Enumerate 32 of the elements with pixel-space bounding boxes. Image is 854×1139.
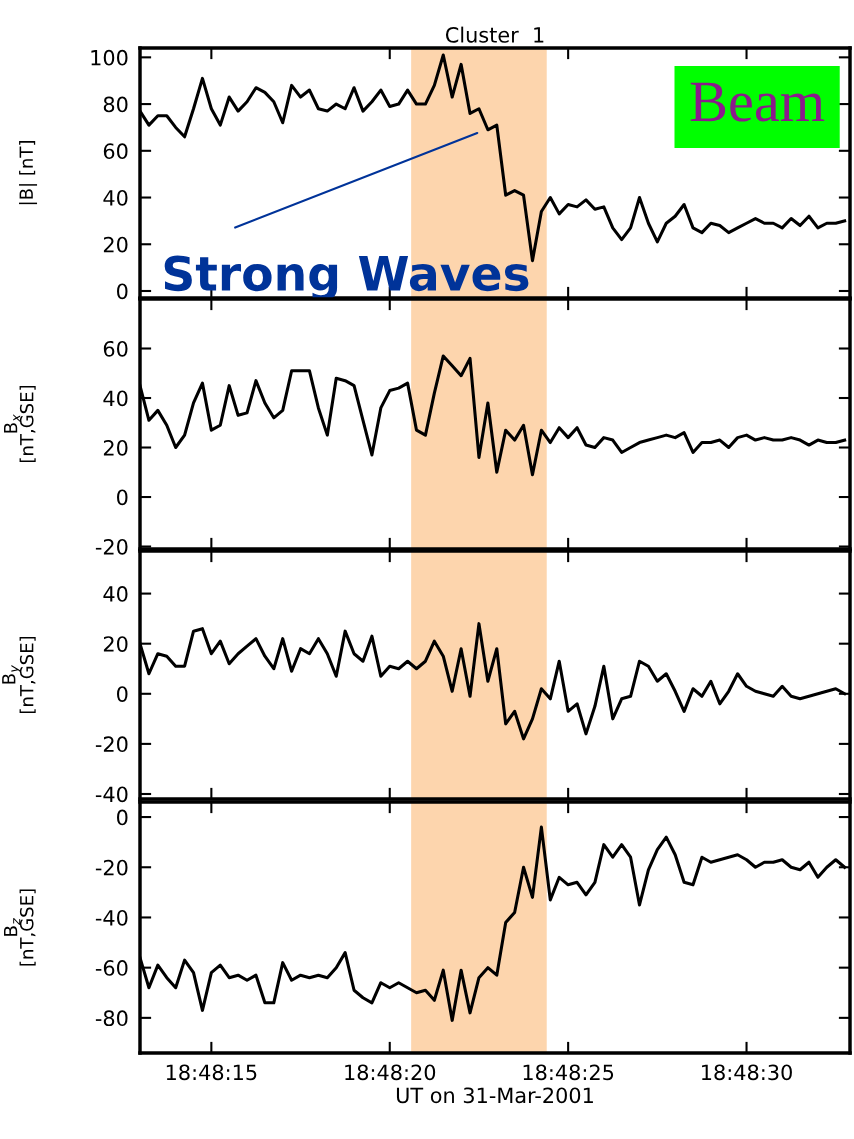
x-tick-label: 18:48:25	[523, 1064, 614, 1081]
y-axis-title: |B| [nT]	[18, 141, 38, 205]
y-tick-label: 40	[103, 390, 128, 407]
y-tick-label: 20	[103, 236, 128, 253]
y-tick-label: 80	[103, 96, 128, 113]
y-tick-label: -60	[95, 960, 128, 976]
y-tick-label: 0	[117, 686, 128, 702]
y-tick-label: 0	[117, 489, 128, 506]
y-tick-label: -40	[95, 909, 128, 926]
y-tick-label: 0	[117, 283, 128, 300]
x-axis-title: UT on 31-Mar-2001	[396, 1087, 593, 1104]
y-tick-label: 100	[91, 49, 128, 66]
annotation: Beam	[690, 82, 825, 122]
y-tick-label: -20	[95, 736, 128, 753]
y-tick-label: -80	[95, 1010, 128, 1027]
y-tick-label: -20	[95, 859, 128, 876]
y-axis-title: B$_{x}$ [nT,GSE]	[4, 385, 36, 463]
y-tick-label: 0	[117, 809, 128, 826]
y-tick-label: 60	[103, 143, 128, 160]
chart-title: Cluster 1	[445, 26, 544, 43]
x-tick-label: 18:48:20	[345, 1064, 436, 1081]
y-tick-label: 20	[103, 439, 128, 456]
y-tick-label: 40	[103, 586, 128, 602]
annotation: Strong Waves	[164, 255, 529, 301]
y-tick-label: -20	[95, 538, 128, 555]
y-axis-title: B$_{z}$ [nT,GSE]	[4, 889, 36, 966]
x-tick-label: 18:48:30	[702, 1064, 792, 1081]
y-tick-label: 60	[103, 340, 128, 357]
x-tick-label: 18:48:15	[166, 1064, 257, 1081]
y-tick-label: 20	[103, 636, 128, 652]
y-tick-label: 40	[103, 189, 128, 206]
y-tick-label: -40	[95, 786, 128, 803]
